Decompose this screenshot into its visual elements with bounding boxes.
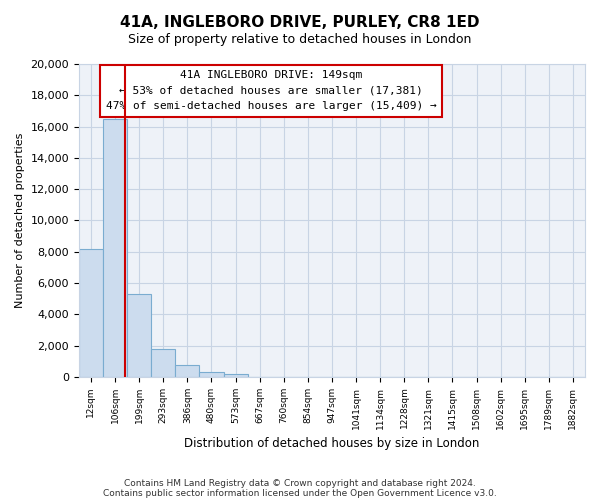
Bar [175,365,199,377]
Bar [199,372,224,377]
Bar [151,348,175,377]
Bar [103,118,127,377]
Text: Contains HM Land Registry data © Crown copyright and database right 2024.: Contains HM Land Registry data © Crown c… [124,478,476,488]
X-axis label: Distribution of detached houses by size in London: Distribution of detached houses by size … [184,437,479,450]
Bar [79,248,103,377]
Text: 41A, INGLEBORO DRIVE, PURLEY, CR8 1ED: 41A, INGLEBORO DRIVE, PURLEY, CR8 1ED [120,15,480,30]
Text: Contains public sector information licensed under the Open Government Licence v3: Contains public sector information licen… [103,488,497,498]
Bar [224,374,248,377]
Y-axis label: Number of detached properties: Number of detached properties [15,132,25,308]
Text: 41A INGLEBORO DRIVE: 149sqm
← 53% of detached houses are smaller (17,381)
47% of: 41A INGLEBORO DRIVE: 149sqm ← 53% of det… [106,70,437,112]
Bar [127,294,151,377]
Text: Size of property relative to detached houses in London: Size of property relative to detached ho… [128,32,472,46]
